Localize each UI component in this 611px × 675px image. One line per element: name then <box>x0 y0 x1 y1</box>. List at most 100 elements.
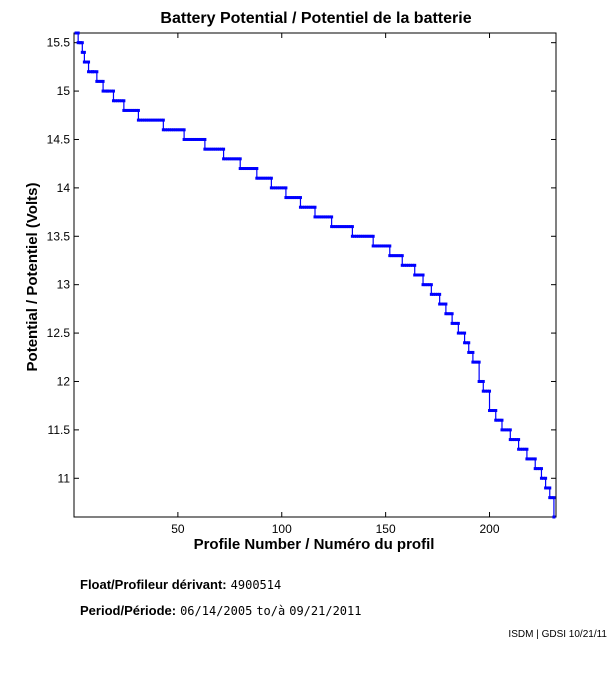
data-point <box>207 147 211 151</box>
data-point <box>498 418 502 422</box>
data-point <box>419 273 423 277</box>
data-point <box>500 418 504 422</box>
data-point <box>193 137 196 141</box>
data-point <box>488 389 492 393</box>
data-point <box>313 205 317 209</box>
data-point <box>201 137 205 141</box>
data-point <box>473 360 477 364</box>
y-tick-label: 11 <box>58 471 71 485</box>
data-point <box>91 70 95 74</box>
data-point <box>402 263 406 267</box>
data-point <box>155 118 159 122</box>
data-point <box>523 447 527 451</box>
data-point <box>369 234 373 238</box>
data-point <box>284 186 288 190</box>
battery-potential-chart: Battery Potential / Potentiel de la batt… <box>24 10 557 553</box>
data-point <box>371 234 375 238</box>
data-point <box>458 331 462 335</box>
data-point <box>544 476 548 480</box>
data-point <box>425 283 429 287</box>
data-point <box>456 321 460 325</box>
data-point <box>224 157 228 161</box>
data-point <box>263 176 267 180</box>
data-point <box>111 99 115 103</box>
data-point <box>512 438 516 442</box>
data-point <box>213 147 217 151</box>
data-point <box>440 302 444 306</box>
data-point <box>379 244 383 248</box>
data-point <box>392 254 396 258</box>
data-point <box>363 234 367 238</box>
data-point <box>438 292 442 296</box>
data-point <box>95 70 99 74</box>
data-point <box>149 118 153 122</box>
data-point <box>334 225 338 229</box>
data-point <box>485 389 489 393</box>
data-point <box>294 196 298 200</box>
data-point <box>249 167 253 171</box>
data-point <box>365 234 369 238</box>
data-point <box>502 428 506 432</box>
data-point <box>120 99 124 103</box>
data-point <box>436 292 440 296</box>
data-point <box>477 360 481 364</box>
data-point <box>446 312 450 316</box>
data-point <box>255 167 259 171</box>
data-point <box>132 108 136 112</box>
data-point <box>209 147 213 151</box>
x-tick-label: 50 <box>171 522 185 536</box>
data-point <box>238 167 242 171</box>
data-point <box>143 118 147 122</box>
data-point <box>118 99 122 103</box>
data-point <box>338 225 342 229</box>
data-point <box>506 428 510 432</box>
y-tick-label: 11.5 <box>48 423 71 437</box>
data-point <box>303 205 307 209</box>
data-point <box>340 225 344 229</box>
data-point <box>450 321 454 325</box>
data-point <box>234 157 238 161</box>
data-point <box>138 118 142 122</box>
data-point <box>238 157 242 161</box>
data-point <box>247 167 251 171</box>
data-point <box>429 292 433 296</box>
data-point <box>116 99 120 103</box>
x-tick-label: 200 <box>480 522 500 536</box>
data-point <box>255 176 259 180</box>
data-point <box>321 215 325 219</box>
data-point <box>373 244 377 248</box>
y-axis-label: Potential / Potentiel (Volts) <box>24 183 41 372</box>
data-point <box>390 254 394 258</box>
data-point <box>244 167 248 171</box>
data-point <box>305 205 309 209</box>
data-point <box>315 215 319 219</box>
data-point <box>421 283 425 287</box>
data-point <box>176 128 180 132</box>
x-tick-label: 150 <box>376 522 396 536</box>
data-point <box>161 128 165 132</box>
data-point <box>267 176 271 180</box>
data-point <box>205 147 209 151</box>
data-point <box>163 128 167 132</box>
data-point <box>494 409 498 413</box>
data-point <box>550 496 554 500</box>
data-point <box>398 254 402 258</box>
data-point <box>259 176 263 180</box>
data-point <box>136 108 140 112</box>
data-point <box>74 31 78 35</box>
data-point <box>375 244 379 248</box>
data-point <box>282 186 286 190</box>
data-point <box>371 244 375 248</box>
data-point <box>465 341 469 345</box>
period-start: 06/14/2005 <box>180 604 253 618</box>
period-end: 09/21/2011 <box>289 604 362 618</box>
data-point <box>114 99 118 103</box>
y-tick-label: 13 <box>57 278 71 292</box>
data-point <box>290 196 294 200</box>
data-point <box>261 176 265 180</box>
data-point <box>533 467 537 471</box>
data-point <box>147 118 151 122</box>
y-axis-ticks: 11 11.5 12 12.5 13 13.5 14 14.5 15 15.5 <box>47 36 556 485</box>
data-point <box>481 379 485 383</box>
data-point <box>220 147 224 151</box>
